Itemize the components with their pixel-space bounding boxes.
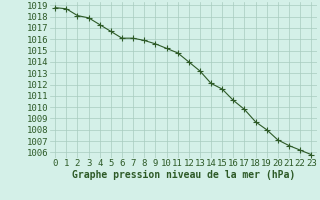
X-axis label: Graphe pression niveau de la mer (hPa): Graphe pression niveau de la mer (hPa): [72, 170, 295, 180]
